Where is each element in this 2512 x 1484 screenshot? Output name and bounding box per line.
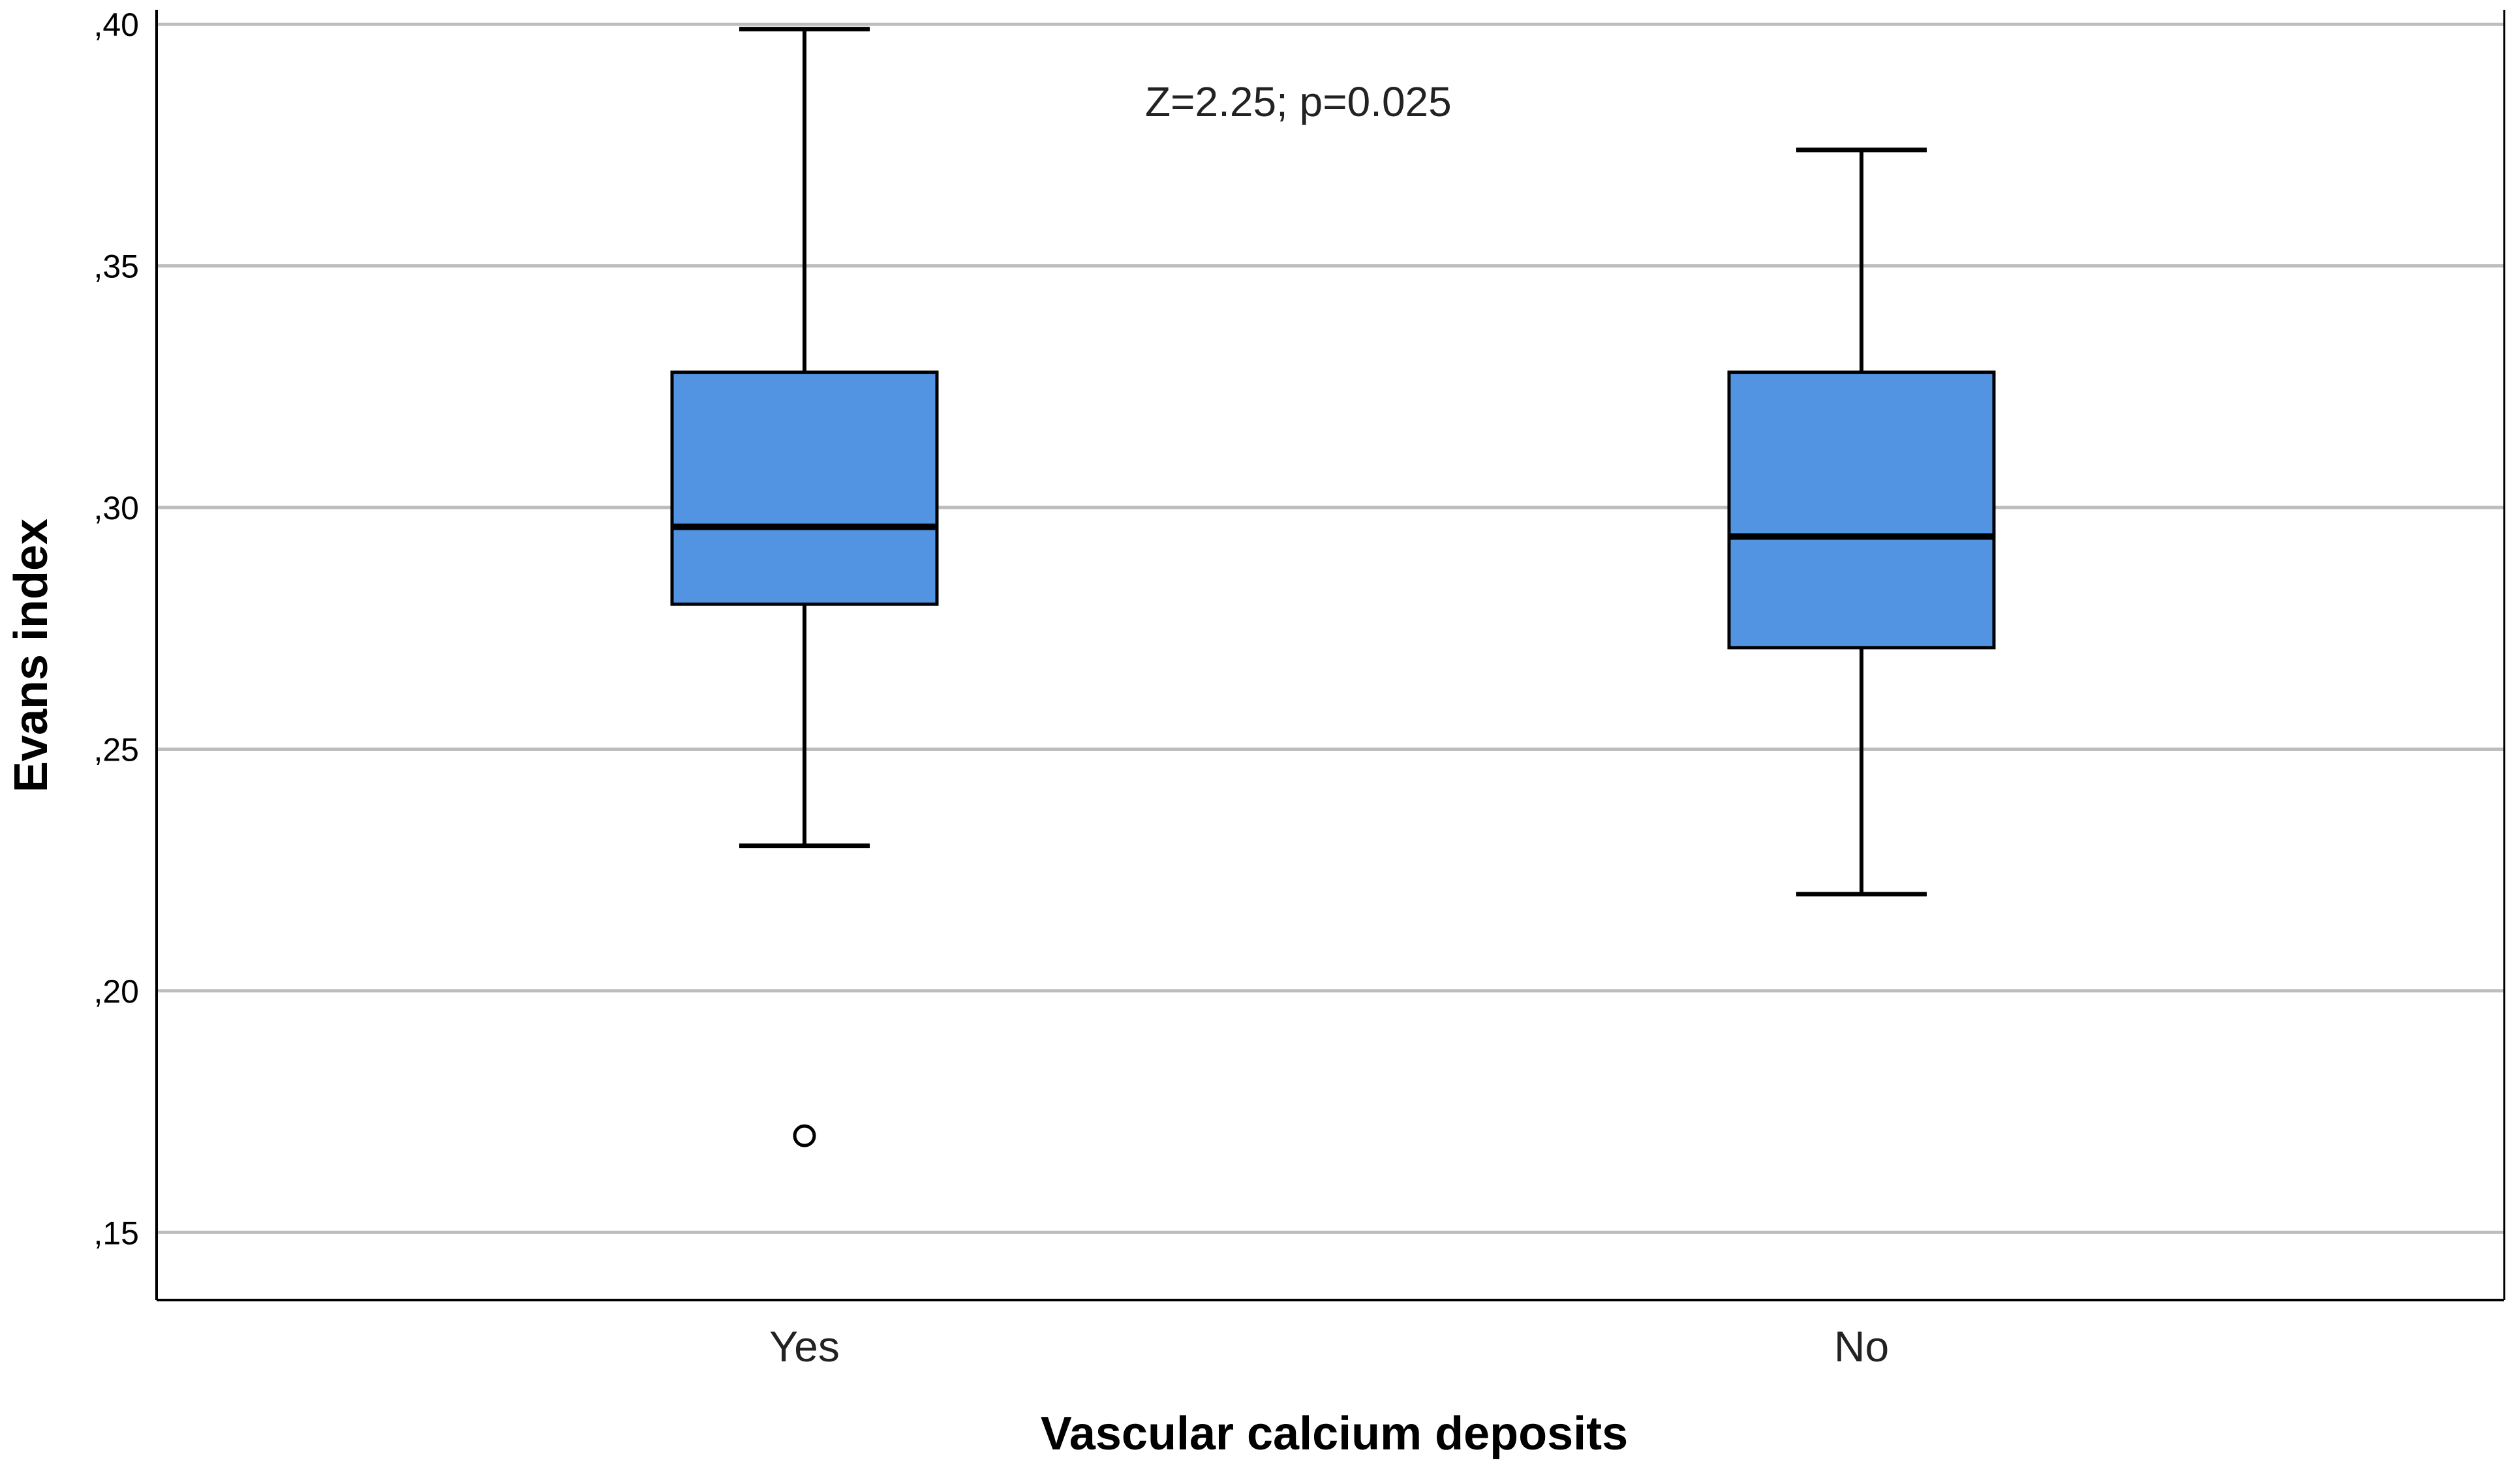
y-tick-label: ,30 (93, 490, 139, 526)
box-yes (670, 27, 939, 1147)
iqr-box (670, 371, 939, 606)
y-axis-label: Evans index (5, 519, 57, 793)
x-axis-label: Vascular calcium deposits (1041, 1408, 1628, 1460)
labels: Z=2.25; p=0.025 Vascular calcium deposit… (5, 78, 1628, 1460)
y-tick-label: ,40 (93, 7, 139, 43)
y-tick-label: ,15 (93, 1215, 139, 1251)
box-series (670, 27, 1996, 1147)
y-tick-label: ,20 (93, 973, 139, 1010)
x-tick-label: No (1834, 1322, 1889, 1370)
outlier-point (793, 1124, 816, 1147)
annotation-text: Z=2.25; p=0.025 (1145, 78, 1452, 125)
box-no (1727, 147, 1996, 897)
iqr-box (1727, 371, 1996, 650)
y-tick-label: ,25 (93, 731, 139, 768)
axes: ,15 ,20 ,25 ,30 ,35 ,40 Yes No (93, 7, 2505, 1370)
x-tick-label: Yes (769, 1322, 840, 1370)
y-tick-label: ,35 (93, 249, 139, 285)
gridlines (157, 22, 2504, 1234)
